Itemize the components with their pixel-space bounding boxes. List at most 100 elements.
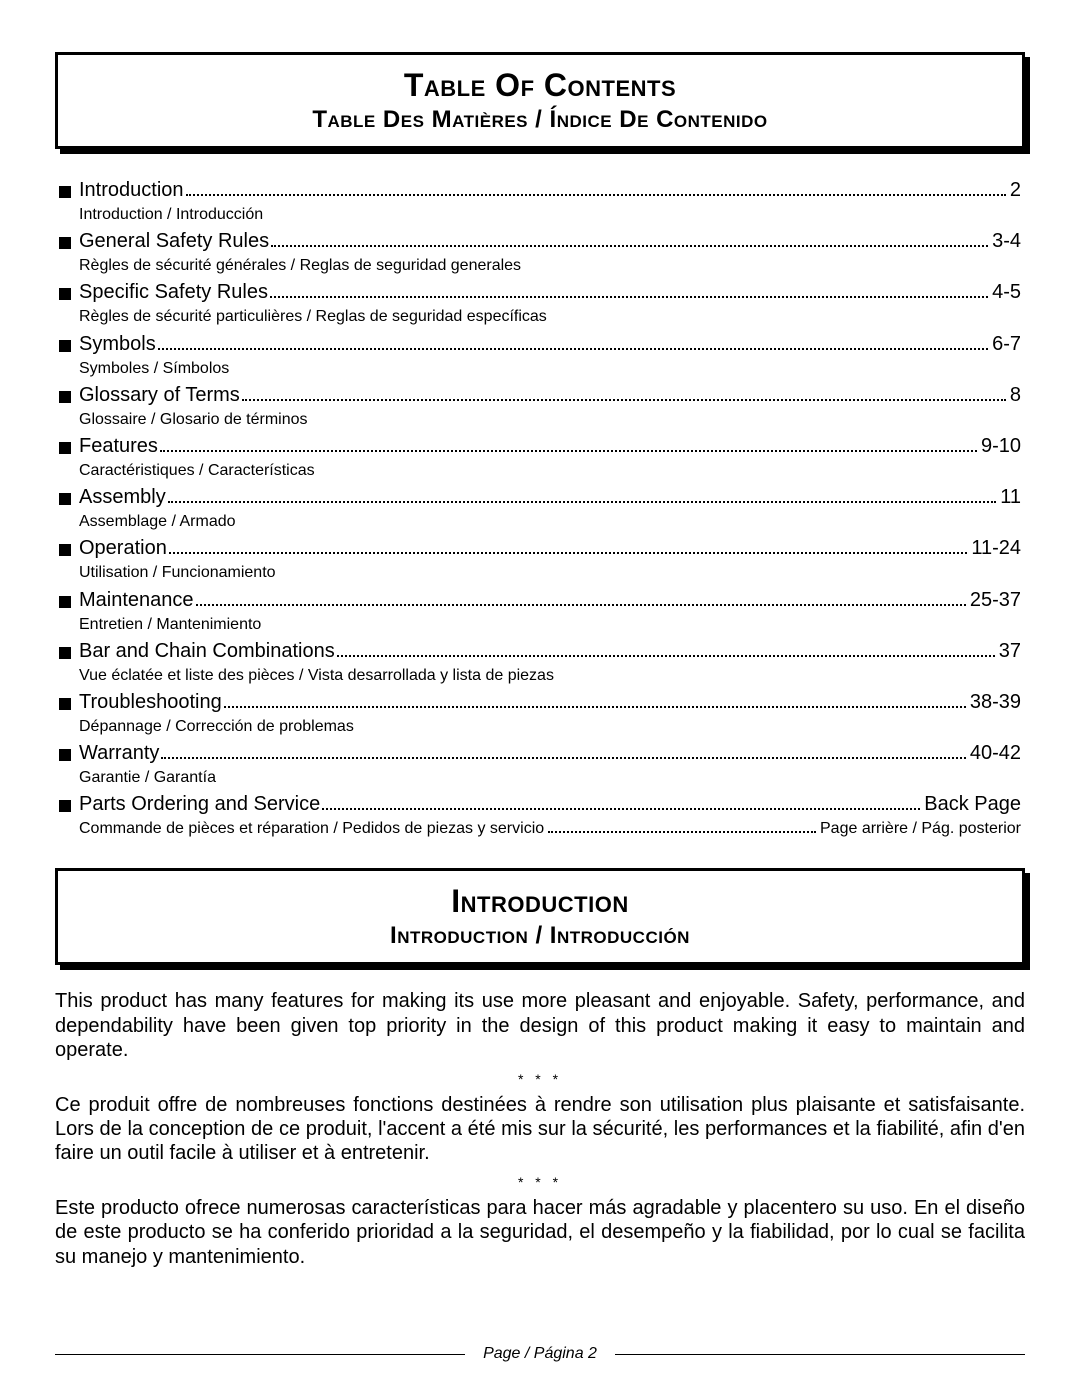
toc-item-page: 38-39: [970, 689, 1021, 716]
toc-item-page: 11: [1000, 484, 1021, 511]
toc-item-title: Assembly: [79, 484, 166, 511]
toc-item-page: 3-4: [992, 228, 1021, 255]
toc-line: Features 9-10: [59, 433, 1021, 460]
square-bullet-icon: [59, 596, 71, 608]
intro-header-box: Introduction Introduction / Introducción: [55, 868, 1025, 965]
toc-item-title: General Safety Rules: [79, 228, 269, 255]
toc-line: Parts Ordering and Service Back Page: [59, 791, 1021, 818]
toc-item-title: Parts Ordering and Service: [79, 791, 320, 818]
leader-dots: [270, 296, 988, 298]
toc-subtitle: Table Des Matières / Índice De Contenido: [76, 106, 1004, 134]
toc-item-title: Glossary of Terms: [79, 382, 240, 409]
toc-item-title: Operation: [79, 535, 167, 562]
intro-title: Introduction: [76, 883, 1004, 920]
toc-entry: Parts Ordering and Service Back Page Comma…: [59, 791, 1021, 838]
toc-item-subtitle: Glossaire / Glosario de términos: [79, 410, 1021, 429]
toc-line: Bar and Chain Combinations 37: [59, 638, 1021, 665]
toc-item-page: 11-24: [971, 535, 1021, 562]
square-bullet-icon: [59, 391, 71, 403]
toc-item-page: Back Page: [924, 791, 1021, 818]
toc-item-title: Troubleshooting: [79, 689, 222, 716]
toc-entry: General Safety Rules 3-4Règles de sécurit…: [59, 228, 1021, 275]
toc-line: Glossary of Terms 8: [59, 382, 1021, 409]
square-bullet-icon: [59, 698, 71, 710]
toc-item-title: Symbols: [79, 331, 156, 358]
toc-sub-page: Page arrière / Pág. posterior: [820, 819, 1021, 838]
toc-item-subtitle: Règles de sécurité générales / Reglas de…: [79, 256, 1021, 275]
page-footer: Page / Página 2: [55, 1345, 1025, 1363]
toc-entry: Glossary of Terms 8Glossaire / Glosario d…: [59, 382, 1021, 429]
toc-item-page: 8: [1010, 382, 1021, 409]
toc-item-page: 2: [1010, 177, 1021, 204]
toc-item-title: Features: [79, 433, 158, 460]
toc-item-subtitle: Entretien / Mantenimiento: [79, 615, 1021, 634]
toc-sub-title: Commande de pièces et réparation / Pedid…: [79, 819, 544, 838]
leader-dots: [158, 348, 988, 350]
leader-dots: [160, 450, 977, 452]
table-of-contents: Introduction 2Introduction / Introducción…: [55, 177, 1025, 838]
toc-title: Table Of Contents: [76, 67, 1004, 104]
leader-dots: [196, 604, 966, 606]
toc-item-subtitle: Introduction / Introducción: [79, 205, 1021, 224]
toc-item-title: Bar and Chain Combinations: [79, 638, 335, 665]
toc-entry: Warranty 40-42Garantie / Garantía: [59, 740, 1021, 787]
leader-dots: [242, 399, 1006, 401]
toc-line: Specific Safety Rules 4-5: [59, 279, 1021, 306]
separator-stars: * * *: [55, 1071, 1025, 1087]
square-bullet-icon: [59, 340, 71, 352]
toc-item-subtitle: Dépannage / Corrección de problemas: [79, 717, 1021, 736]
leader-dots: [168, 501, 997, 503]
toc-item-page: 4-5: [992, 279, 1021, 306]
footer-line-right: [615, 1354, 1025, 1355]
leader-dots: [224, 706, 966, 708]
leader-dots: [169, 552, 967, 554]
toc-entry: Symbols 6-7Symboles / Símbolos: [59, 331, 1021, 378]
toc-item-subtitle: Caractéristiques / Características: [79, 461, 1021, 480]
toc-line: Introduction 2: [59, 177, 1021, 204]
toc-item-subtitle: Symboles / Símbolos: [79, 359, 1021, 378]
toc-item-subline: Commande de pièces et réparation / Pedid…: [79, 819, 1021, 838]
intro-paragraph-en: This product has many features for makin…: [55, 989, 1025, 1062]
toc-item-subtitle: Vue éclatée et liste des pièces / Vista …: [79, 666, 1021, 685]
leader-dots: [337, 655, 995, 657]
square-bullet-icon: [59, 800, 71, 812]
leader-dots: [322, 808, 920, 810]
toc-item-title: Maintenance: [79, 587, 194, 614]
footer-page-number: Page / Página 2: [465, 1345, 615, 1363]
toc-item-page: 9-10: [981, 433, 1021, 460]
toc-line: Troubleshooting 38-39: [59, 689, 1021, 716]
toc-header-box: Table Of Contents Table Des Matières / Í…: [55, 52, 1025, 149]
toc-item-subtitle: Assemblage / Armado: [79, 512, 1021, 531]
toc-entry: Specific Safety Rules 4-5Règles de sécuri…: [59, 279, 1021, 326]
toc-line: Warranty 40-42: [59, 740, 1021, 767]
toc-entry: Features 9-10Caractéristiques / Caracterí…: [59, 433, 1021, 480]
toc-line: General Safety Rules 3-4: [59, 228, 1021, 255]
toc-item-subtitle: Règles de sécurité particulières / Regla…: [79, 307, 1021, 326]
toc-entry: Bar and Chain Combinations 37Vue éclatée …: [59, 638, 1021, 685]
toc-item-page: 6-7: [992, 331, 1021, 358]
leader-dots: [186, 194, 1006, 196]
toc-entry: Troubleshooting 38-39Dépannage / Correcci…: [59, 689, 1021, 736]
footer-line-left: [55, 1354, 465, 1355]
toc-item-subtitle: Garantie / Garantía: [79, 768, 1021, 787]
toc-entry: Introduction 2Introduction / Introducción: [59, 177, 1021, 224]
toc-item-title: Introduction: [79, 177, 184, 204]
square-bullet-icon: [59, 237, 71, 249]
leader-dots: [271, 245, 988, 247]
square-bullet-icon: [59, 544, 71, 556]
toc-item-title: Specific Safety Rules: [79, 279, 268, 306]
toc-item-page: 37: [999, 638, 1021, 665]
leader-dots: [161, 757, 965, 759]
toc-item-page: 40-42: [970, 740, 1021, 767]
intro-paragraph-es: Este producto ofrece numerosas caracterí…: [55, 1196, 1025, 1269]
toc-item-title: Warranty: [79, 740, 159, 767]
toc-line: Operation 11-24: [59, 535, 1021, 562]
square-bullet-icon: [59, 186, 71, 198]
square-bullet-icon: [59, 749, 71, 761]
toc-line: Assembly 11: [59, 484, 1021, 511]
toc-entry: Operation 11-24Utilisation / Funcionamien…: [59, 535, 1021, 582]
toc-item-page: 25-37: [970, 587, 1021, 614]
toc-item-subtitle: Utilisation / Funcionamiento: [79, 563, 1021, 582]
square-bullet-icon: [59, 647, 71, 659]
intro-paragraph-fr: Ce produit offre de nombreuses fonctions…: [55, 1093, 1025, 1166]
